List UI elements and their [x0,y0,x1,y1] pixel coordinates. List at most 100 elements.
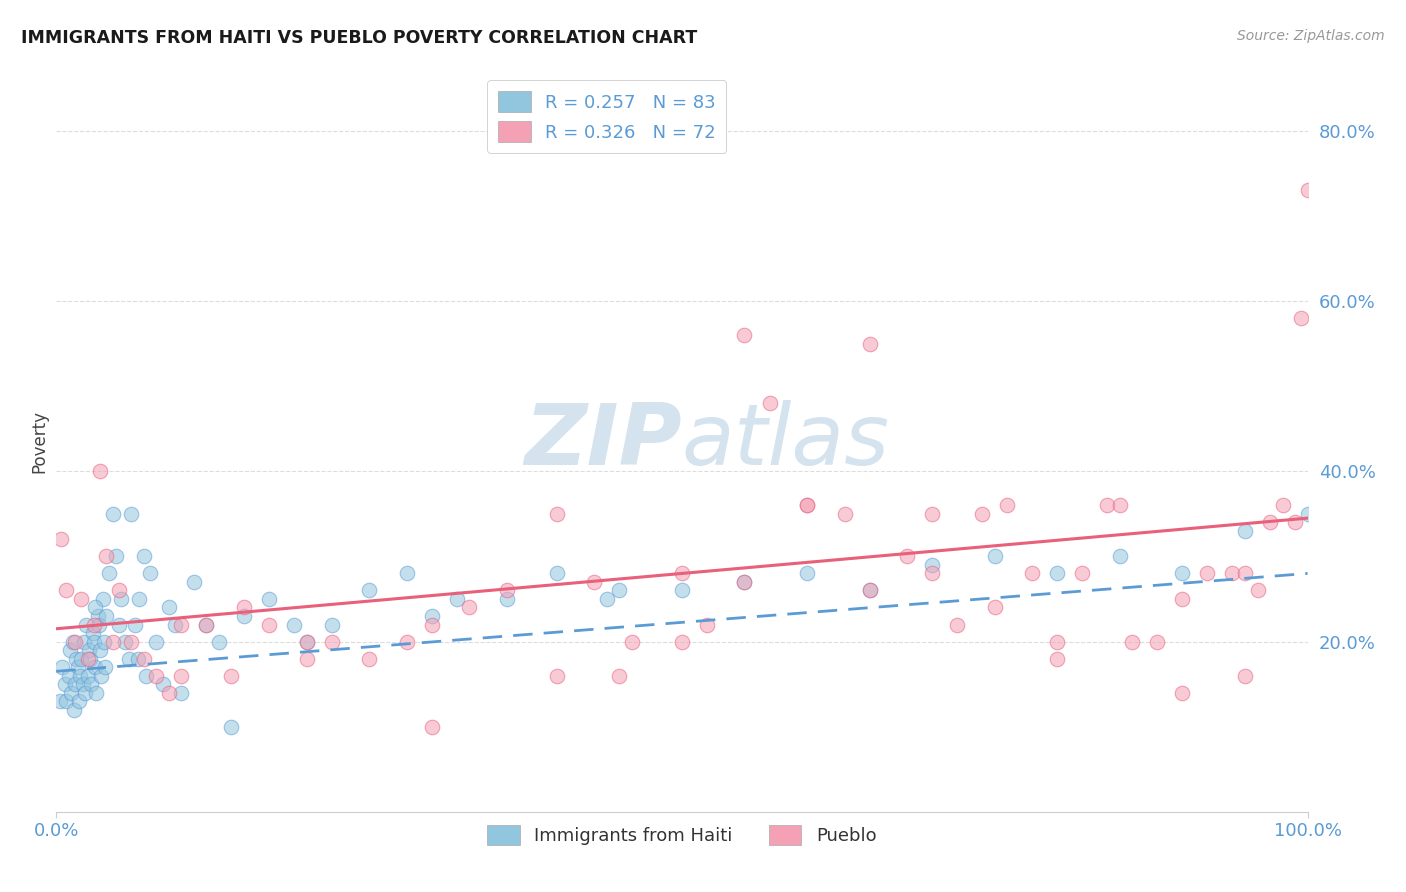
Point [233,600,256,615]
Point [1109,549,1132,564]
Point [1171,685,1194,699]
Point [921,566,943,581]
Point [1046,651,1069,665]
Point [1097,499,1119,513]
Point [170,617,193,632]
Point [58,668,80,682]
Point [1109,499,1132,513]
Point [1246,583,1268,598]
Point [995,499,1018,513]
Point [87,617,110,632]
Point [118,651,141,665]
Point [62,634,84,648]
Point [97,566,120,581]
Point [60,685,83,699]
Point [359,651,381,665]
Text: atlas: atlas [682,400,890,483]
Point [101,507,124,521]
Point [796,499,818,513]
Point [157,600,180,615]
Point [83,617,105,632]
Point [921,558,943,572]
Point [896,549,918,564]
Point [145,668,167,682]
Point [446,591,468,606]
Point [671,583,693,598]
Point [70,591,93,606]
Point [1271,499,1294,513]
Point [66,660,89,674]
Point [420,609,443,624]
Point [90,668,112,682]
Point [1296,184,1319,198]
Point [257,591,280,606]
Point [51,660,73,674]
Point [458,600,481,615]
Point [86,609,108,624]
Point [120,634,142,648]
Text: Source: ZipAtlas.com: Source: ZipAtlas.com [1237,29,1385,43]
Point [546,566,568,581]
Point [69,668,91,682]
Point [132,651,155,665]
Point [321,634,343,648]
Point [62,703,84,717]
Point [124,617,146,632]
Point [84,660,107,674]
Point [1197,566,1219,581]
Point [101,634,124,648]
Point [84,685,107,699]
Point [1046,634,1069,648]
Point [82,626,104,640]
Point [208,634,231,648]
Point [114,634,136,648]
Point [1021,566,1043,581]
Point [1171,566,1194,581]
Point [495,591,517,606]
Point [195,617,218,632]
Point [609,668,631,682]
Point [65,651,87,665]
Point [546,668,568,682]
Text: IMMIGRANTS FROM HAITI VS PUEBLO POVERTY CORRELATION CHART: IMMIGRANTS FROM HAITI VS PUEBLO POVERTY … [21,29,697,46]
Point [984,549,1007,564]
Point [395,566,418,581]
Point [170,668,193,682]
Point [233,609,256,624]
Point [283,617,305,632]
Point [76,651,98,665]
Point [73,634,96,648]
Point [67,694,90,708]
Point [135,668,157,682]
Point [221,720,243,734]
Point [96,549,118,564]
Point [128,591,150,606]
Point [89,464,111,478]
Point [1258,516,1281,530]
Point [796,499,818,513]
Point [596,591,619,606]
Point [295,651,318,665]
Point [183,574,205,589]
Point [108,617,131,632]
Point [75,617,97,632]
Point [110,591,132,606]
Point [70,651,93,665]
Point [257,617,280,632]
Point [93,634,115,648]
Point [55,583,77,598]
Point [195,617,218,632]
Point [80,677,103,691]
Point [157,685,180,699]
Point [221,668,243,682]
Point [94,660,117,674]
Point [59,643,82,657]
Point [583,574,606,589]
Point [796,566,818,581]
Point [165,617,187,632]
Point [1284,516,1306,530]
Point [63,634,86,648]
Point [859,336,882,351]
Point [1234,668,1257,682]
Point [1146,634,1168,648]
